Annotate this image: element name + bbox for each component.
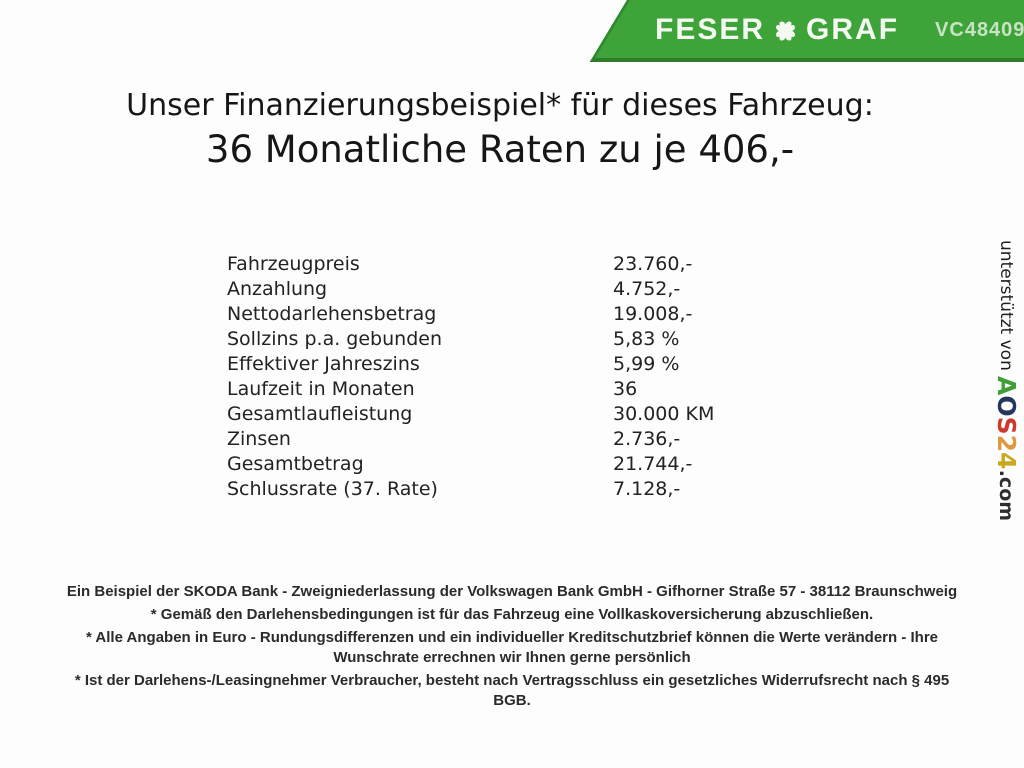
table-row: Zinsen 2.736,- [227, 427, 714, 452]
footer-paragraph: Ein Beispiel der SKODA Bank - Zweigniede… [66, 583, 958, 600]
support-suffix: .com [995, 469, 1017, 522]
table-row: Sollzins p.a. gebunden 5,83 % [227, 327, 714, 352]
finance-table: Fahrzeugpreis 23.760,- Anzahlung 4.752,-… [227, 252, 714, 502]
row-label: Gesamtbetrag [227, 453, 364, 475]
row-value: 19.008,- [613, 303, 693, 325]
table-row: Effektiver Jahreszins 5,99 % [227, 352, 714, 377]
support-credit: unterstützt von AOS24.com [992, 240, 1021, 522]
row-value: 23.760,- [613, 253, 693, 275]
clover-icon [776, 21, 796, 41]
row-value: 5,99 % [613, 353, 680, 375]
aos24-letter: 4 [992, 452, 1021, 470]
row-value: 5,83 % [613, 328, 680, 350]
footer-disclaimer: Ein Beispiel der SKODA Bank - Zweigniede… [57, 582, 967, 714]
row-label: Gesamtlaufleistung [227, 403, 413, 425]
row-value: 7.128,- [613, 478, 681, 500]
headline-line2: 36 Monatliche Raten zu je 406,- [205, 128, 795, 171]
row-value: 4.752,- [613, 278, 681, 300]
aos24-letter: A [992, 376, 1021, 396]
footer-paragraph: * Alle Angaben in Euro - Rundungsdiffere… [85, 629, 939, 666]
table-row: Gesamtbetrag 21.744,- [227, 452, 714, 477]
row-value: 36 [613, 378, 638, 400]
aos24-letter: S [992, 416, 1021, 435]
row-label: Schlussrate (37. Rate) [227, 478, 438, 500]
row-value: 21.744,- [613, 453, 693, 475]
row-label: Laufzeit in Monaten [227, 378, 415, 400]
table-row: Anzahlung 4.752,- [227, 277, 714, 302]
banner-content: FESER GRAF VC48409 [655, 0, 1024, 60]
row-label: Fahrzeugpreis [227, 253, 360, 275]
table-row: Gesamtlaufleistung 30.000 KM [227, 402, 714, 427]
vehicle-code: VC48409 [935, 19, 1024, 41]
aos24-letter: 2 [992, 434, 1021, 453]
headline-line1: Unser Finanzierungsbeispiel* für dieses … [126, 88, 874, 123]
row-value: 2.736,- [613, 428, 681, 450]
table-row: Schlussrate (37. Rate) 7.128,- [227, 477, 714, 502]
row-label: Zinsen [227, 428, 291, 450]
row-label: Anzahlung [227, 278, 328, 300]
support-prefix: unterstützt von [996, 240, 1016, 377]
row-label: Sollzins p.a. gebunden [227, 328, 442, 350]
footer-paragraph: * Gemäß den Darlehensbedingungen ist für… [150, 606, 874, 623]
aos24-logo: AOS24 [992, 376, 1021, 469]
row-label: Effektiver Jahreszins [227, 353, 420, 375]
aos24-letter: O [992, 395, 1021, 417]
table-row: Fahrzeugpreis 23.760,- [227, 252, 714, 277]
row-label: Nettodarlehensbetrag [227, 303, 437, 325]
table-row: Laufzeit in Monaten 36 [227, 377, 714, 402]
brand-word-feser: FESER [655, 13, 766, 46]
page-title: Unser Finanzierungsbeispiel* für dieses … [0, 86, 1000, 174]
row-value: 30.000 KM [613, 403, 715, 425]
footer-paragraph: * Ist der Darlehens-/Leasingnehmer Verbr… [74, 672, 950, 709]
brand-word-graf: GRAF [806, 13, 900, 46]
dealer-banner: FESER GRAF VC48409 [0, 0, 1024, 64]
table-row: Nettodarlehensbetrag 19.008,- [227, 302, 714, 327]
